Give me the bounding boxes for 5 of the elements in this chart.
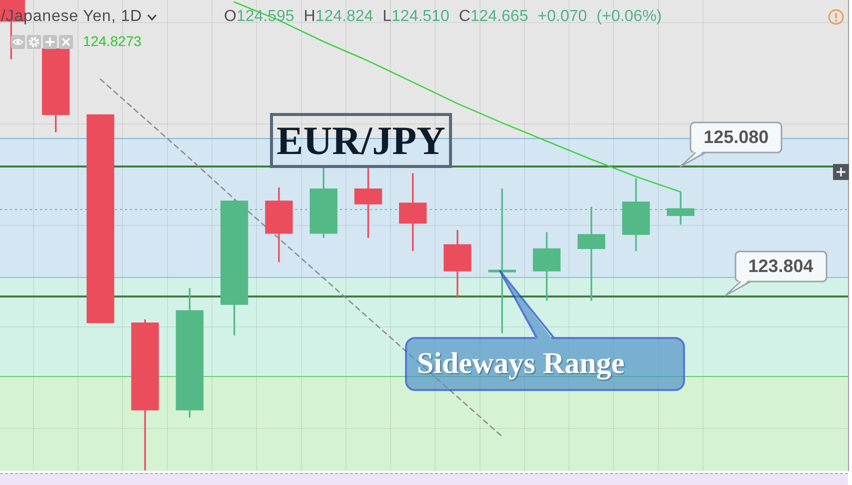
annotation: Sideways Range bbox=[417, 347, 625, 381]
text: EUR/JPY bbox=[276, 118, 446, 162]
ref-line-label: 125.080 bbox=[704, 126, 769, 148]
ref-line-label: 123.804 bbox=[748, 256, 814, 278]
annotation: 124.8273 bbox=[83, 33, 142, 49]
